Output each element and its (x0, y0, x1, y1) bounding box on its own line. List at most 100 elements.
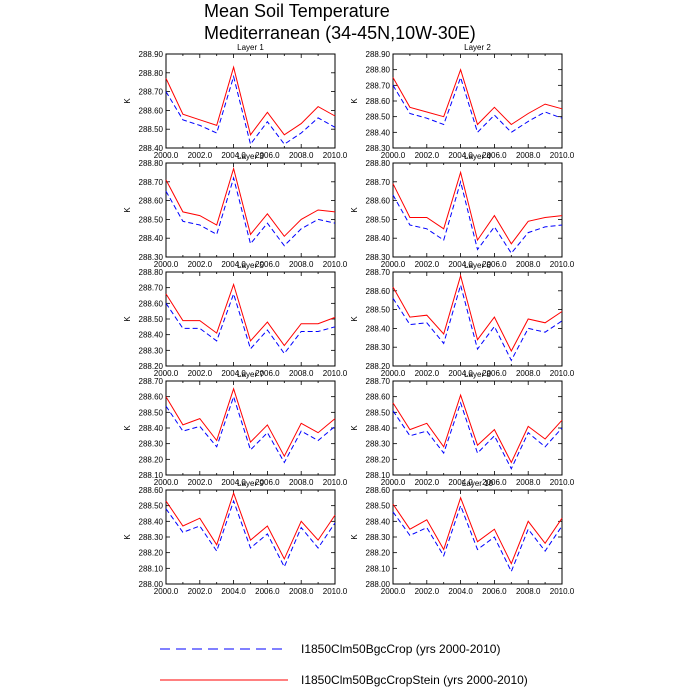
series-line-crop (392, 401, 563, 470)
y-tick-label: 288.40 (366, 424, 391, 433)
y-tick-label: 288.50 (139, 215, 164, 224)
y-tick-label: 288.10 (366, 564, 391, 573)
series-line-crop (165, 176, 336, 247)
y-axis-label: K (123, 534, 132, 540)
y-axis-label: K (123, 207, 132, 213)
x-tick-label: 2010.0 (550, 151, 575, 160)
y-tick-label: 288.40 (139, 234, 164, 243)
x-tick-label: 2006.0 (482, 260, 507, 269)
y-tick-label: 288.30 (366, 440, 391, 449)
y-tick-label: 288.60 (366, 393, 391, 402)
y-tick-label: 288.70 (139, 88, 164, 97)
series-line-crop-stein (165, 65, 336, 136)
y-tick-label: 288.20 (139, 549, 164, 558)
y-tick-label: 288.40 (139, 144, 164, 153)
y-tick-label: 288.70 (139, 178, 164, 187)
y-tick-label: 288.40 (366, 128, 391, 137)
y-tick-label: 288.30 (366, 533, 391, 542)
legend-label-crop-stein: I1850Clm50BgcCropStein (yrs 2000-2010) (301, 673, 528, 687)
x-tick-label: 2000.0 (381, 478, 406, 487)
y-axis-label: K (350, 425, 359, 431)
x-tick-label: 2002.0 (415, 587, 440, 596)
y-tick-label: 288.20 (366, 362, 391, 371)
series-line-crop (165, 292, 336, 355)
plot-frame (392, 380, 563, 476)
y-tick-label: 288.80 (139, 268, 164, 277)
panel-title: Layer 1 (237, 43, 264, 52)
panel-title: Layer 3 (237, 152, 264, 161)
series-line-crop-stein (392, 273, 563, 353)
y-tick-label: 288.80 (139, 69, 164, 78)
y-tick-label: 288.60 (139, 393, 164, 402)
y-tick-label: 288.30 (139, 533, 164, 542)
x-tick-label: 2010.0 (550, 260, 575, 269)
y-tick-label: 288.30 (139, 440, 164, 449)
series-line-crop (392, 75, 563, 134)
y-tick-label: 288.50 (139, 315, 164, 324)
panel-layer-8: Layer 8 K 288.10 288.20 288.30 288.40 288.50 28… (350, 370, 575, 487)
series-line-crop-stein (392, 496, 563, 565)
y-axis-label: K (350, 316, 359, 322)
y-tick-label: 288.60 (366, 97, 391, 106)
x-tick-label: 2008.0 (516, 478, 541, 487)
plot-frame (392, 489, 563, 585)
series-line-crop-stein (392, 68, 563, 126)
panel-layer-6: Layer 6 K 288.20 288.30 288.40 288.50 288.60 28… (350, 261, 575, 378)
y-tick-label: 288.50 (366, 215, 391, 224)
plot-frame (392, 162, 563, 258)
panel-title: Layer 2 (464, 43, 491, 52)
x-tick-label: 2000.0 (154, 478, 179, 487)
y-tick-label: 288.20 (366, 549, 391, 558)
x-tick-label: 2006.0 (255, 369, 280, 378)
y-tick-label: 288.50 (366, 306, 391, 315)
x-tick-label: 2010.0 (323, 151, 348, 160)
figure-title-line2: Mediterranean (34-45N,10W-30E) (204, 23, 476, 43)
series-line-crop (392, 504, 563, 573)
x-tick-label: 2004.0 (221, 260, 246, 269)
y-tick-label: 288.10 (139, 471, 164, 480)
y-tick-label: 288.60 (366, 197, 391, 206)
x-tick-label: 2002.0 (415, 369, 440, 378)
panel-title: Layer 10 (462, 479, 494, 488)
y-tick-label: 288.60 (366, 287, 391, 296)
x-tick-label: 2000.0 (381, 369, 406, 378)
series-line-crop (392, 179, 563, 255)
series-line-crop (392, 283, 563, 362)
x-tick-label: 2000.0 (381, 260, 406, 269)
y-tick-label: 288.40 (366, 517, 391, 526)
y-axis-label: K (350, 534, 359, 540)
x-tick-label: 2004.0 (448, 478, 473, 487)
y-tick-label: 288.80 (366, 159, 391, 168)
x-tick-label: 2006.0 (255, 151, 280, 160)
y-axis-label: K (350, 98, 359, 104)
panel-title: Layer 6 (464, 261, 491, 270)
panel-title: Layer 7 (237, 370, 264, 379)
y-tick-label: 288.20 (139, 362, 164, 371)
y-tick-label: 288.70 (139, 284, 164, 293)
y-tick-label: 288.30 (366, 253, 391, 262)
x-tick-label: 2008.0 (289, 260, 314, 269)
x-tick-label: 2010.0 (323, 260, 348, 269)
series-line-crop (165, 499, 336, 568)
y-tick-label: 288.40 (366, 324, 391, 333)
chart-panels: Layer 1 K 288.40 288.50 288.60 288.70 288.80 28… (123, 43, 575, 596)
series-line-crop-stein (165, 282, 336, 347)
y-tick-label: 288.40 (139, 517, 164, 526)
y-axis-label: K (123, 98, 132, 104)
y-tick-label: 288.50 (139, 502, 164, 511)
panel-title: Layer 9 (237, 479, 264, 488)
x-tick-label: 2004.0 (221, 369, 246, 378)
panel-layer-4: Layer 4 K 288.30 288.40 288.50 288.60 288.70 28… (350, 152, 575, 269)
y-tick-label: 288.60 (139, 197, 164, 206)
y-axis-label: K (350, 207, 359, 213)
y-tick-label: 288.10 (366, 471, 391, 480)
x-tick-label: 2010.0 (550, 369, 575, 378)
plot-frame (392, 271, 563, 367)
x-tick-label: 2002.0 (415, 151, 440, 160)
x-tick-label: 2008.0 (289, 478, 314, 487)
x-tick-label: 2004.0 (221, 478, 246, 487)
y-tick-label: 288.90 (139, 50, 164, 59)
panel-layer-2: Layer 2 K 288.30 288.40 288.50 288.60 288.70 28… (350, 43, 575, 160)
y-tick-label: 288.60 (139, 299, 164, 308)
y-tick-label: 288.80 (139, 159, 164, 168)
